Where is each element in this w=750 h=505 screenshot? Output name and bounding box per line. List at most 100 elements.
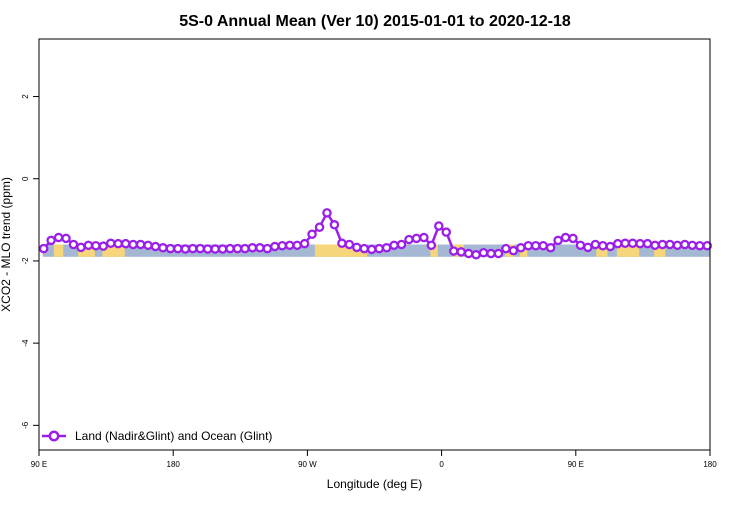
y-axis-label: XCO2 - MLO trend (ppm) [0,177,13,312]
land-segment-4 [430,244,438,257]
series-0-point-41 [344,239,355,250]
x-tick-label-1: 180 [167,460,181,469]
legend: Land (Nadir&Glint) and Ocean (Glint) [42,429,272,443]
series-0-point-63 [508,245,519,256]
series-0-point-73 [583,242,593,253]
series-0-point-33 [284,240,295,251]
y-axis-ticks: 2 0 -2 -4 -6 [21,94,39,429]
series-0-point-52 [426,240,437,251]
series-0-point-38 [322,208,332,218]
series-0-point-34 [292,240,302,251]
series-0-point-45 [374,243,384,254]
series-0-point-26 [232,243,243,254]
series-0-point-86 [680,239,690,250]
series-0-point-18 [173,243,183,254]
series-0-point-57 [463,248,474,259]
y-tick-label-0: 2 [21,94,30,99]
y-tick-label-1: 0 [21,176,30,181]
series-0-point-15 [150,241,161,252]
series-0-point-70 [560,232,571,243]
legend-marker-swatch [48,430,60,442]
series-0-point-67 [538,240,548,251]
plot-frame [38,38,711,451]
series-0-point-56 [456,247,466,257]
series-0-point-50 [411,233,422,244]
series-0-point-46 [381,243,392,253]
land-segment-10 [654,244,666,257]
series-0-point-10 [113,238,123,249]
series-0-point-77 [612,238,623,249]
y-tick-label-4: -6 [21,421,30,429]
legend-label: Land (Nadir&Glint) and Ocean (Glint) [75,429,272,443]
series-0-point-71 [568,233,578,244]
series-0-point-22 [202,244,213,254]
y-tick-label-3: -4 [21,339,30,347]
x-axis-ticks: 90 E 180 90 W 0 90 E 180 [31,450,717,469]
series-0-point-51 [419,232,429,243]
series-0-point-58 [471,250,481,260]
series-0-point-53 [434,221,444,231]
series-0-point-72 [575,240,586,251]
series-0-point-7 [91,240,101,251]
series-0-point-40 [337,238,347,249]
series-0-point-48 [396,239,407,250]
series-0-point-44 [366,244,377,255]
series-0-point-66 [530,240,541,251]
series-0-point-74 [590,239,601,250]
land-segment-8 [596,244,608,257]
series-0-point-14 [143,240,153,251]
series-0-point-39 [329,220,340,230]
series-0-point-17 [165,243,176,254]
series-0-point-30 [262,243,273,254]
series-0-point-83 [657,239,668,250]
chart-title: 5S-0 Annual Mean (Ver 10) 2015-01-01 to … [179,13,571,30]
series-0-point-82 [650,240,660,251]
series-0-point-0 [38,243,49,254]
series-0-point-29 [255,243,265,253]
series-0-point-47 [389,240,399,251]
series-0-point-43 [359,243,369,254]
series-0-point-79 [627,238,638,249]
series-0-point-59 [478,247,489,258]
series-0-point-69 [553,235,563,246]
series-0-point-55 [448,246,459,256]
series-0-point-37 [314,222,325,232]
series-0-point-85 [672,240,683,251]
series-0-point-25 [225,243,235,254]
series-0-point-13 [135,239,146,250]
series-0-point-78 [620,238,630,249]
series-0-point-28 [247,243,258,253]
series-0-point-24 [217,244,228,254]
series-0-point-12 [128,239,138,250]
series-0-point-87 [687,240,698,251]
series-0-point-61 [493,248,504,259]
series-0-point-3 [61,233,71,244]
series-0-point-60 [486,248,496,259]
x-tick-label-5: 180 [703,460,717,469]
series-0-point-23 [210,244,220,254]
series-0-point-54 [441,227,452,237]
series-0-point-80 [635,238,645,249]
series-0-point-19 [180,244,191,254]
series-0-point-11 [120,238,131,249]
series-0-point-88 [694,240,705,251]
series-0-point-32 [277,240,287,251]
series-0-point-1 [46,235,56,246]
land-segment-0 [53,244,64,257]
series-0-point-20 [188,243,198,254]
series-layer [38,208,712,260]
series-0-point-35 [299,238,310,249]
series-0-point-84 [665,239,675,250]
series-0-point-9 [106,238,116,249]
series-0-point-76 [605,241,616,252]
series-0-point-27 [240,243,250,254]
series-0-point-89 [702,240,712,251]
series-0-point-81 [642,238,653,249]
series-0-point-65 [523,240,534,251]
series-0-point-6 [83,240,94,251]
series-0-point-5 [76,242,86,253]
series-0-point-31 [270,241,280,252]
x-axis-label: Longitude (deg E) [327,477,422,491]
